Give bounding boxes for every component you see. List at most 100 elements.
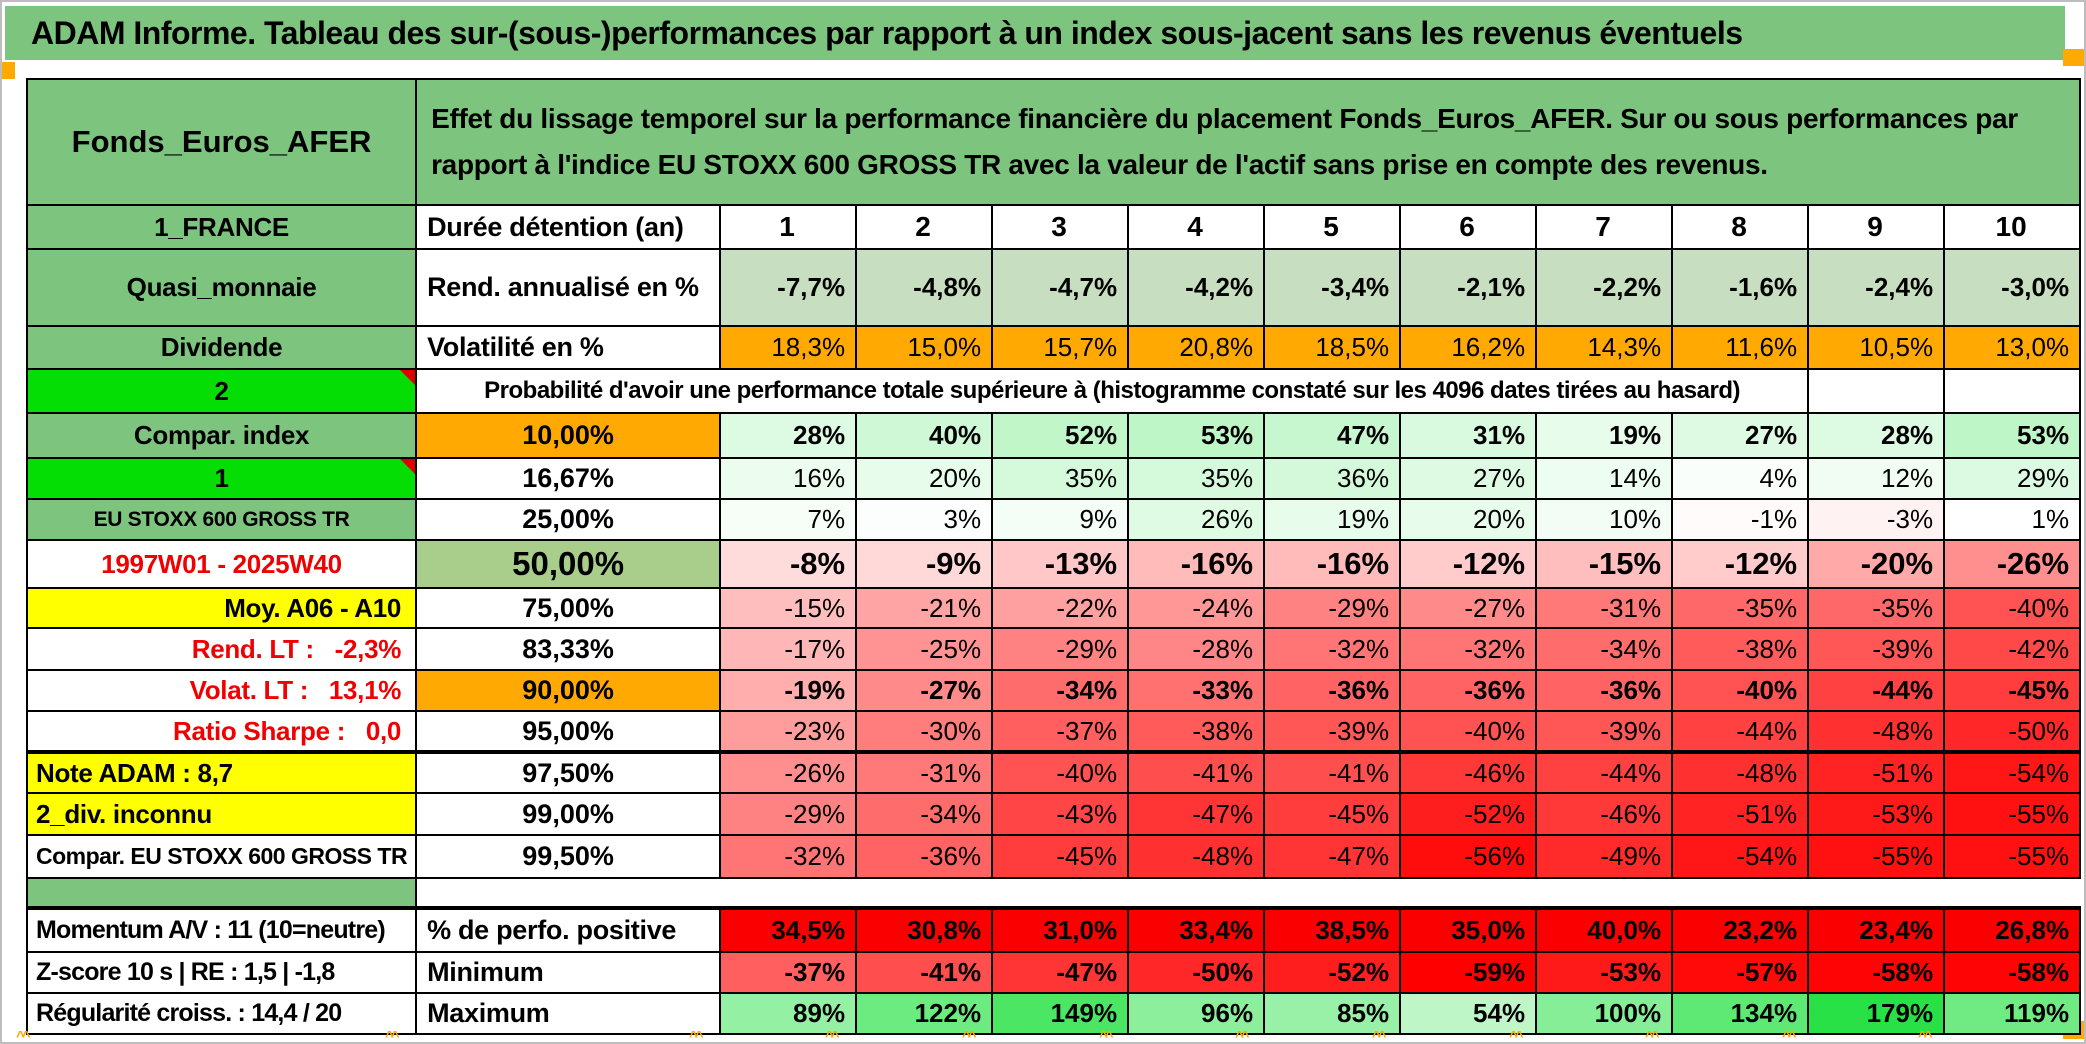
cell-minimum-y1[interactable]: -37% [719, 951, 858, 994]
cell-p90-y10[interactable]: -45% [1943, 669, 2082, 712]
cell-minimum-y5[interactable]: -52% [1263, 951, 1402, 994]
cell-p99-y1[interactable]: -29% [719, 792, 858, 836]
cell-volatilite-y7[interactable]: 14,3% [1535, 325, 1674, 370]
cell-rendement-y10[interactable]: -3,0% [1943, 248, 2082, 327]
cell-maximum-y2[interactable]: 122% [855, 992, 994, 1035]
row-label-p995[interactable]: Compar. EU STOXX 600 GROSS TR [25, 834, 418, 879]
cell-p995-y3[interactable]: -45% [991, 834, 1130, 879]
metric-label-minimum[interactable]: Minimum [415, 951, 722, 994]
cell-perfpos-y7[interactable]: 40,0% [1535, 906, 1674, 953]
cell-p95-y10[interactable]: -50% [1943, 710, 2082, 753]
cell-p75-y9[interactable]: -35% [1807, 587, 1946, 629]
cell-p90-y8[interactable]: -40% [1671, 669, 1810, 712]
cell-p975-y4[interactable]: -41% [1127, 750, 1266, 794]
cell-p10-y9[interactable]: 28% [1807, 412, 1946, 459]
cell-p975-y8[interactable]: -48% [1671, 750, 1810, 794]
cell-volatilite-y1[interactable]: 18,3% [719, 325, 858, 370]
metric-label-perfpos[interactable]: % de perfo. positive [415, 906, 722, 953]
cell-perfpos-y4[interactable]: 33,4% [1127, 906, 1266, 953]
cell-duration-y6[interactable]: 6 [1399, 204, 1538, 250]
empty-cell[interactable] [1943, 368, 2082, 414]
cell-p95-y9[interactable]: -48% [1807, 710, 1946, 753]
row-label-duration[interactable]: 1_FRANCE [25, 204, 418, 250]
cell-volatilite-y9[interactable]: 10,5% [1807, 325, 1946, 370]
cell-p995-y7[interactable]: -49% [1535, 834, 1674, 879]
cell-p16-y6[interactable]: 27% [1399, 457, 1538, 500]
cell-rendement-y3[interactable]: -4,7% [991, 248, 1130, 327]
metric-label-p25[interactable]: 25,00% [415, 498, 722, 541]
cell-p995-y9[interactable]: -55% [1807, 834, 1946, 879]
cell-p90-y1[interactable]: -19% [719, 669, 858, 712]
cell-p25-y1[interactable]: 7% [719, 498, 858, 541]
cell-volatilite-y5[interactable]: 18,5% [1263, 325, 1402, 370]
cell-minimum-y10[interactable]: -58% [1943, 951, 2082, 994]
cell-p10-y7[interactable]: 19% [1535, 412, 1674, 459]
cell-p83-y3[interactable]: -29% [991, 627, 1130, 671]
cell-p16-y1[interactable]: 16% [719, 457, 858, 500]
cell-p25-y4[interactable]: 26% [1127, 498, 1266, 541]
metric-label-rendement[interactable]: Rend. annualisé en % [415, 248, 722, 327]
cell-p16-y7[interactable]: 14% [1535, 457, 1674, 500]
row-label-rendement[interactable]: Quasi_monnaie [25, 248, 418, 327]
cell-p75-y7[interactable]: -31% [1535, 587, 1674, 629]
cell-p90-y3[interactable]: -34% [991, 669, 1130, 712]
cell-p16-y4[interactable]: 35% [1127, 457, 1266, 500]
row-label-minimum[interactable]: Z-score 10 s | RE : 1,5 | -1,8 [25, 951, 418, 994]
cell-p95-y2[interactable]: -30% [855, 710, 994, 753]
cell-p75-y8[interactable]: -35% [1671, 587, 1810, 629]
cell-p25-y5[interactable]: 19% [1263, 498, 1402, 541]
metric-label-p90[interactable]: 90,00% [415, 669, 722, 712]
cell-p995-y10[interactable]: -55% [1943, 834, 2082, 879]
cell-perfpos-y6[interactable]: 35,0% [1399, 906, 1538, 953]
cell-maximum-y1[interactable]: 89% [719, 992, 858, 1035]
cell-perfpos-y9[interactable]: 23,4% [1807, 906, 1946, 953]
cell-p83-y7[interactable]: -34% [1535, 627, 1674, 671]
cell-p90-y4[interactable]: -33% [1127, 669, 1266, 712]
cell-p50-y9[interactable]: -20% [1807, 539, 1946, 589]
cell-p95-y3[interactable]: -37% [991, 710, 1130, 753]
cell-p90-y6[interactable]: -36% [1399, 669, 1538, 712]
cell-p50-y3[interactable]: -13% [991, 539, 1130, 589]
cell-p995-y2[interactable]: -36% [855, 834, 994, 879]
cell-p10-y5[interactable]: 47% [1263, 412, 1402, 459]
cell-p25-y7[interactable]: 10% [1535, 498, 1674, 541]
cell-rendement-y4[interactable]: -4,2% [1127, 248, 1266, 327]
cell-p75-y10[interactable]: -40% [1943, 587, 2082, 629]
cell-p995-y5[interactable]: -47% [1263, 834, 1402, 879]
cell-duration-y2[interactable]: 2 [855, 204, 994, 250]
row-label-p975[interactable]: Note ADAM : 8,7 [25, 750, 418, 794]
cell-perfpos-y2[interactable]: 30,8% [855, 906, 994, 953]
cell-p95-y5[interactable]: -39% [1263, 710, 1402, 753]
cell-maximum-y5[interactable]: 85% [1263, 992, 1402, 1035]
cell-p50-y6[interactable]: -12% [1399, 539, 1538, 589]
metric-label-p99[interactable]: 99,00% [415, 792, 722, 836]
cell-duration-y10[interactable]: 10 [1943, 204, 2082, 250]
cell-duration-y5[interactable]: 5 [1263, 204, 1402, 250]
metric-label-p975[interactable]: 97,50% [415, 750, 722, 794]
metric-label-p83[interactable]: 83,33% [415, 627, 722, 671]
cell-p95-y8[interactable]: -44% [1671, 710, 1810, 753]
cell-maximum-y8[interactable]: 134% [1671, 992, 1810, 1035]
cell-rendement-y6[interactable]: -2,1% [1399, 248, 1538, 327]
cell-p975-y2[interactable]: -31% [855, 750, 994, 794]
cell-p10-y3[interactable]: 52% [991, 412, 1130, 459]
cell-p25-y6[interactable]: 20% [1399, 498, 1538, 541]
cell-p975-y6[interactable]: -46% [1399, 750, 1538, 794]
cell-perfpos-y3[interactable]: 31,0% [991, 906, 1130, 953]
metric-label-volatilite[interactable]: Volatilité en % [415, 325, 722, 370]
cell-p83-y10[interactable]: -42% [1943, 627, 2082, 671]
cell-p83-y9[interactable]: -39% [1807, 627, 1946, 671]
row-label-p90[interactable]: Volat. LT : 13,1% [25, 669, 418, 712]
cell-p995-y4[interactable]: -48% [1127, 834, 1266, 879]
metric-label-p95[interactable]: 95,00% [415, 710, 722, 753]
cell-p99-y8[interactable]: -51% [1671, 792, 1810, 836]
cell-p99-y2[interactable]: -34% [855, 792, 994, 836]
cell-p90-y2[interactable]: -27% [855, 669, 994, 712]
cell-volatilite-y3[interactable]: 15,7% [991, 325, 1130, 370]
cell-rendement-y8[interactable]: -1,6% [1671, 248, 1810, 327]
cell-maximum-y10[interactable]: 119% [1943, 992, 2082, 1035]
cell-volatilite-y8[interactable]: 11,6% [1671, 325, 1810, 370]
cell-perfpos-y8[interactable]: 23,2% [1671, 906, 1810, 953]
metric-label-maximum[interactable]: Maximum [415, 992, 722, 1035]
cell-maximum-y9[interactable]: 179% [1807, 992, 1946, 1035]
